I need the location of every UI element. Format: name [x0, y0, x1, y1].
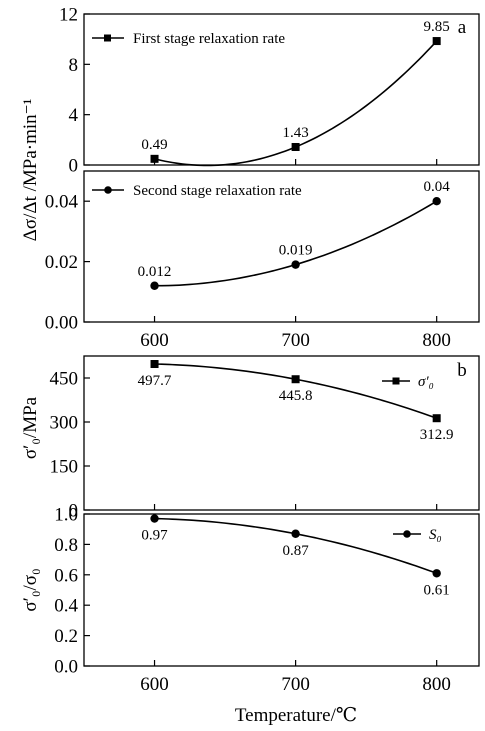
y-tick-label: 0.04	[45, 192, 79, 213]
panel-b-top-frame	[83, 355, 480, 511]
y-tick-label: 0.02	[45, 252, 78, 273]
y-tick-label: 0.8	[54, 535, 78, 556]
data-point	[150, 360, 159, 369]
data-label: 1.43	[282, 125, 308, 141]
data-point	[432, 37, 441, 46]
x-tick-label: 700	[281, 330, 310, 351]
y-tick-label: 4	[69, 105, 79, 126]
data-point	[150, 281, 159, 290]
panel-letter-a: a	[458, 17, 467, 38]
legend-sigma0-label: σ′₀	[418, 374, 434, 390]
data-point	[432, 197, 441, 206]
legend-circle-marker	[104, 186, 112, 194]
legend-second-stage-label: Second stage relaxation rate	[133, 183, 302, 199]
y-tick-label: 0.00	[45, 313, 78, 334]
data-label: 445.8	[279, 388, 313, 404]
x-axis-title: Temperature/℃	[235, 705, 357, 726]
y-tick-label: 0.0	[54, 657, 78, 678]
x-tick-label: 800	[422, 330, 451, 351]
legend-sigma0: σ′₀	[382, 374, 434, 390]
y-tick-label: 0	[69, 156, 79, 177]
y-axis-title-b-top: σ′₀/MPa	[20, 396, 41, 459]
data-point	[150, 514, 159, 523]
data-point	[291, 260, 300, 269]
legend-first-stage: First stage relaxation rate	[92, 31, 285, 47]
y-tick-label: 150	[50, 457, 79, 478]
legend-first-stage-label: First stage relaxation rate	[133, 31, 285, 47]
data-label: 312.9	[420, 427, 454, 443]
legend-square-marker	[392, 377, 400, 385]
data-point	[150, 154, 159, 163]
data-point	[291, 529, 300, 538]
data-point	[432, 569, 441, 578]
x-tick-label: 600	[140, 330, 169, 351]
panel-b-bottom-frame	[83, 513, 480, 667]
y-axis-title-b-bottom: σ′₀/σ₀	[20, 568, 41, 611]
legend-s0-label: S₀	[429, 527, 442, 543]
y-tick-label: 8	[69, 55, 79, 76]
data-label: 0.87	[282, 543, 309, 559]
data-label: 0.012	[138, 264, 172, 280]
y-tick-label: 12	[59, 5, 78, 26]
x-tick-label: 700	[281, 674, 310, 695]
data-point	[432, 414, 441, 423]
legend-second-stage: Second stage relaxation rate	[92, 183, 302, 199]
data-label: 0.61	[424, 582, 450, 598]
data-label: 0.04	[424, 179, 451, 195]
panel-letter-b: b	[457, 360, 467, 381]
y-tick-label: 300	[50, 413, 79, 434]
data-label: 497.7	[138, 373, 172, 389]
y-axis-title-a: Δσ/Δt /MPa·min⁻¹	[20, 98, 41, 241]
x-tick-label: 800	[422, 674, 451, 695]
data-point	[291, 375, 300, 384]
y-tick-label: 1.0	[54, 505, 78, 526]
legend-square-marker	[104, 34, 111, 42]
x-tick-label: 600	[140, 674, 169, 695]
data-label: 0.019	[279, 243, 313, 259]
data-label: 0.49	[141, 137, 167, 153]
panel-a-bottom-frame	[83, 170, 480, 323]
y-tick-label: 450	[50, 369, 79, 390]
data-point	[291, 143, 300, 152]
legend-circle-marker	[403, 530, 411, 538]
y-tick-label: 0.6	[54, 565, 78, 586]
y-tick-label: 0.2	[54, 626, 78, 647]
y-tick-label: 0	[69, 501, 79, 522]
data-label: 9.85	[424, 19, 450, 35]
panel-a-top-frame	[83, 13, 480, 166]
y-tick-label: 0.4	[54, 596, 78, 617]
data-label: 0.97	[141, 528, 168, 544]
legend-s0: S₀	[393, 527, 442, 543]
